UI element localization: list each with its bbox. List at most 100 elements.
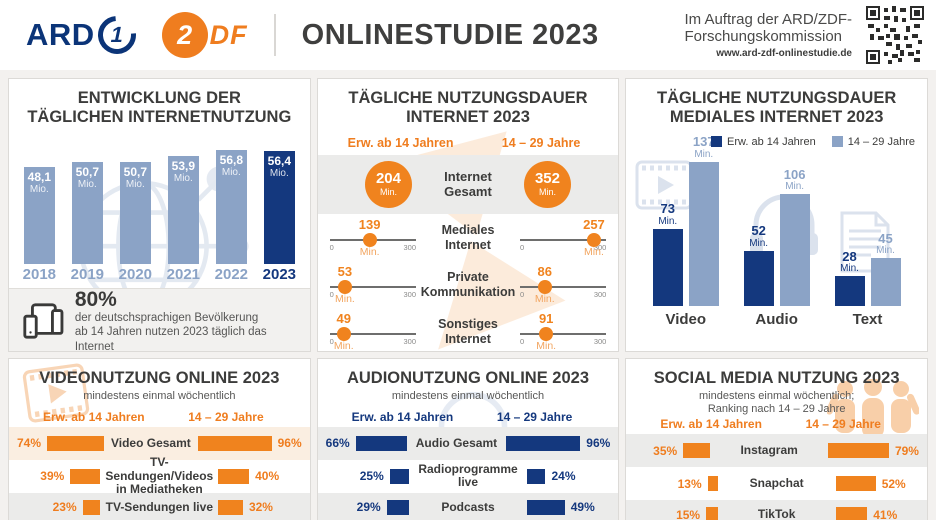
- bar-2023: 56,4 Mio.: [263, 150, 295, 264]
- ard-logo: ARD 1: [26, 8, 144, 62]
- left-bar: [355, 435, 407, 451]
- column-headers: Erw. ab 14 Jahren 14 – 29 Jahre: [9, 410, 310, 424]
- right-bar: [218, 468, 250, 484]
- year-axis: 2018 2019 2020 2021 2022 2023: [22, 265, 297, 283]
- commission-line2: Forschungskommission: [684, 28, 843, 45]
- bar-2021: 53,9 Mio.: [167, 155, 199, 264]
- row-label: Radioprogramme live: [418, 462, 518, 490]
- row-label: Sonstiges Internet: [438, 317, 498, 346]
- page-title: ONLINESTUDIE 2023: [301, 18, 599, 51]
- row-instagram: 35% Instagram 79%: [626, 434, 927, 468]
- legend-jung: 14 – 29 Jahre: [831, 136, 915, 148]
- video-erw-bar: [652, 228, 683, 306]
- legend-erw: Erw. ab 14 Jahren: [711, 136, 816, 148]
- slider-dot: [537, 279, 552, 294]
- panel-videonutzung: VIDEONUTZUNG ONLINE 2023 mindestens einm…: [8, 358, 311, 520]
- ard-logo-text: ARD: [26, 17, 95, 52]
- bar-2018: 48,1 Mio.: [23, 167, 55, 264]
- col-left-label: Erw. ab 14 Jahren: [347, 135, 454, 150]
- row-tiktok: 15% TikTok 41%: [626, 500, 927, 520]
- total-right-bubble: 352 Min.: [523, 160, 571, 208]
- left-bar: [707, 476, 718, 492]
- stat-value: 80%: [74, 287, 117, 311]
- slider-left: 0 300 53 Min.: [329, 263, 416, 305]
- row-label: Video Gesamt: [110, 435, 191, 450]
- panel-dauer-internet: TÄGLICHE NUTZUNGSDAUER INTERNET 2023 Erw…: [316, 78, 620, 352]
- audio-erw-bar: [743, 251, 774, 306]
- row-video-gesamt: 74% Video Gesamt 96%: [9, 426, 310, 460]
- ard-one-icon: 1: [89, 8, 144, 62]
- column-headers: Erw. ab 14 Jahren 14 – 29 Jahre: [318, 410, 619, 424]
- slider-row-mediales-internet: 0 300 139 Min. Mediales Internet 0 300 2…: [329, 215, 607, 261]
- qr-code: [866, 6, 924, 64]
- panel-subtitle: mindestens einmal wöchentlich: [83, 389, 236, 402]
- devices-icon: [23, 303, 64, 339]
- bar-2020: 50,7 Mio.: [119, 162, 151, 264]
- col-right-label: 14 – 29 Jahre: [805, 417, 881, 432]
- column-headers: Erw. ab 14 Jahren 14 – 29 Jahre: [626, 417, 927, 431]
- col-right-label: 14 – 29 Jahre: [501, 135, 581, 150]
- col-left-label: Erw. ab 14 Jahren: [351, 409, 454, 424]
- group-video: 73 Min. 137 Min. Video: [652, 135, 719, 328]
- slider-dot: [586, 232, 601, 247]
- header: ARD 1 2 DF ONLINESTUDIE 2023 Im Auftrag …: [0, 0, 936, 70]
- slider-right: 0 300 86 Min.: [520, 263, 607, 305]
- row-snapchat: 13% Snapchat 52%: [677, 475, 906, 492]
- slider-left: 0 300 139 Min.: [329, 216, 416, 258]
- stat-line2: ab 14 Jahren nutzen 2023 täglich das Int…: [74, 326, 267, 352]
- left-bar: [389, 468, 409, 484]
- text-jung-bar: [870, 258, 901, 306]
- right-bar: [835, 476, 876, 492]
- panel-title: TÄGLICHE NUTZUNGSDAUER MEDIALES INTERNET…: [657, 89, 897, 126]
- slider-row-private-kommunikation: 0 300 53 Min. Private Kommunikation 0 30…: [329, 262, 607, 308]
- slider-dot: [336, 326, 351, 341]
- row-label: Audio Gesamt: [415, 435, 498, 450]
- total-label: Internet Gesamt: [444, 168, 492, 200]
- panel-title: AUDIONUTZUNG ONLINE 2023: [346, 369, 589, 387]
- group-label: Text: [852, 310, 883, 328]
- website-url: www.ard-zdf-onlinestudie.de: [716, 48, 852, 60]
- row-label: Snapchat: [749, 475, 804, 490]
- left-bar: [82, 499, 101, 515]
- row-label: Mediales Internet: [441, 223, 495, 252]
- medial-bar-chart: 73 Min. 137 Min. Video 52 Min. 106 Min. Audi…: [640, 135, 913, 328]
- slider-dot: [362, 232, 377, 247]
- row-label: Instagram: [740, 442, 798, 457]
- legend: Erw. ab 14 Jahren 14 – 29 Jahre: [638, 136, 915, 148]
- bar-2019: 50,7 Mio.: [71, 162, 103, 264]
- slider-left: 0 300 49 Min.: [329, 310, 416, 352]
- col-right-label: 14 – 29 Jahre: [188, 409, 264, 424]
- panel-title: SOCIAL MEDIA NUTZUNG 2023: [653, 369, 900, 387]
- total-left-bubble: 204 Min.: [364, 160, 412, 208]
- legend-swatch-navy: [711, 136, 723, 148]
- col-left-label: Erw. ab 14 Jahren: [43, 409, 145, 424]
- slider-dot: [337, 279, 352, 294]
- row-label: TikTok: [757, 506, 796, 520]
- row-label: TV-Sendungen/Videos in Mediatheken: [105, 455, 214, 497]
- slider-right: 0 300 91 Min.: [520, 310, 607, 352]
- bar-2022: 56,8 Mio.: [215, 150, 247, 264]
- row-tv-live: 23% TV-Sendungen live 32%: [9, 492, 310, 520]
- stat-text: 80% der deutschsprachigen Bevölkerung ab…: [74, 287, 298, 352]
- left-bar: [386, 499, 409, 515]
- panel-subtitle: mindestens einmal wöchentlich; Ranking n…: [699, 389, 855, 415]
- panel-dauer-medial: TÄGLICHE NUTZUNGSDAUER MEDIALES INTERNET…: [625, 78, 928, 352]
- row-label: TV-Sendungen live: [105, 499, 213, 514]
- zdf-disc-icon: 2: [161, 12, 208, 58]
- legend-swatch-lightblue: [831, 136, 843, 148]
- panel-entwicklung: ENTWICKLUNG DER TÄGLICHEN INTERNETNUTZUN…: [8, 78, 311, 352]
- right-bar: [218, 499, 243, 515]
- zdf-logo: 2 DF: [161, 12, 248, 58]
- col-right-label: 14 – 29 Jahre: [496, 409, 573, 424]
- header-divider: [273, 14, 276, 56]
- panel-title: ENTWICKLUNG DER TÄGLICHEN INTERNETNUTZUN…: [27, 89, 292, 126]
- video-jung-bar: [688, 161, 719, 306]
- panel-subtitle: mindestens einmal wöchentlich: [391, 389, 545, 402]
- row-radio-live: 25% Radioprogramme live 24%: [359, 462, 576, 490]
- group-text: 28 Min. 45 Min. Text: [834, 232, 901, 328]
- slider-right: 0 300 257 Min.: [520, 216, 607, 258]
- right-bar: [828, 443, 889, 459]
- panel-title: TÄGLICHE NUTZUNGSDAUER INTERNET 2023: [348, 89, 588, 126]
- stat-callout: 80% der deutschsprachigen Bevölkerung ab…: [9, 287, 310, 352]
- slider-dot: [539, 326, 554, 341]
